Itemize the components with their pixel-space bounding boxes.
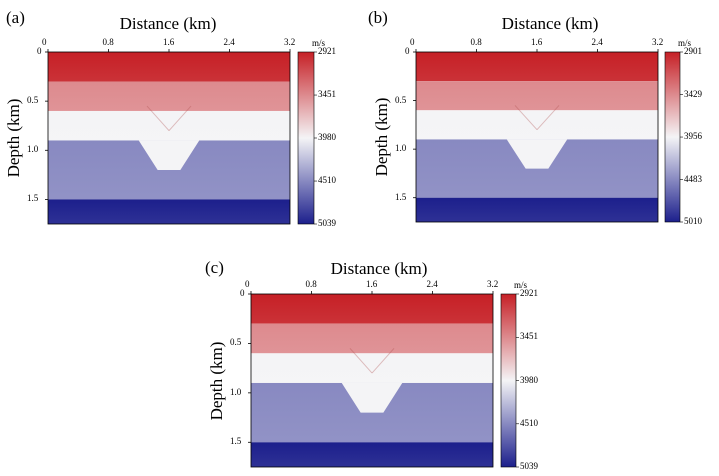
- x-tick-label: 0.8: [305, 279, 317, 289]
- x-tick-label: 2.4: [426, 279, 438, 289]
- y-tick-label: 1.0: [230, 386, 242, 397]
- x-tick-label: 0: [410, 37, 415, 47]
- y-tick-label: 0: [405, 46, 410, 56]
- colorbar-tick-label: 5039: [520, 461, 538, 471]
- colorbar-tick-label: 4483: [684, 173, 702, 184]
- colorbar-tick-label: 3980: [520, 374, 538, 385]
- velocity-layer: [251, 294, 493, 324]
- trough-anomaly: [506, 139, 568, 169]
- x-tick-label: 2.4: [591, 37, 603, 47]
- panel-label: (a): [6, 8, 25, 27]
- colorbar-tick-label: 5039: [318, 218, 336, 228]
- x-tick-label: 0: [42, 37, 47, 47]
- y-tick-label: 1.5: [230, 436, 242, 447]
- colorbar-tick-label: 2901: [684, 46, 702, 56]
- y-tick-label: 0.5: [27, 95, 39, 106]
- colorbar-tick-label: 3429: [684, 88, 702, 99]
- panel-label: (b): [368, 8, 388, 27]
- artifact-line: [146, 105, 170, 131]
- artifact-line: [349, 348, 373, 374]
- x-tick-label: 1.6: [163, 37, 175, 47]
- x-tick-label: 3.2: [487, 279, 499, 289]
- y-axis-title: Depth (km): [372, 97, 391, 177]
- velocity-layer: [416, 52, 658, 82]
- colorbar-tick-label: 3451: [520, 331, 538, 342]
- panel-label: (c): [205, 258, 224, 277]
- y-tick-label: 0: [37, 46, 42, 56]
- colorbar-unit: m/s: [678, 38, 692, 48]
- colorbar-tick-label: 4510: [520, 417, 538, 428]
- velocity-layer: [416, 110, 658, 140]
- x-tick-label: 1.6: [531, 37, 543, 47]
- y-axis-title: Depth (km): [207, 341, 226, 420]
- velocity-layer: [48, 110, 290, 141]
- artifact-line: [536, 105, 560, 131]
- colorbar-unit: m/s: [312, 38, 326, 48]
- y-tick-label: 0.5: [230, 337, 242, 348]
- artifact-line: [514, 105, 538, 131]
- y-tick-label: 0.5: [395, 94, 407, 105]
- velocity-layer: [48, 81, 290, 111]
- colorbar-tick-label: 4510: [318, 175, 336, 186]
- colorbar: [500, 293, 517, 468]
- velocity-layer: [251, 442, 493, 467]
- velocity-layer: [251, 353, 493, 383]
- velocity-layer: [251, 323, 493, 354]
- x-tick-label: 0: [245, 279, 250, 289]
- y-tick-label: 0: [240, 288, 245, 298]
- trough-anomaly: [341, 382, 403, 413]
- x-axis-title: Distance (km): [119, 14, 217, 33]
- trough-anomaly: [138, 140, 200, 170]
- y-tick-label: 1.0: [395, 143, 407, 154]
- y-tick-label: 1.5: [27, 193, 39, 204]
- x-axis-title: Distance (km): [501, 14, 599, 33]
- velocity-layer: [48, 199, 290, 224]
- x-tick-label: 3.2: [284, 37, 296, 47]
- colorbar-tick-label: 5010: [684, 216, 702, 226]
- velocity-layer: [416, 197, 658, 222]
- x-tick-label: 0.8: [470, 37, 482, 47]
- colorbar-tick-label: 2921: [318, 46, 336, 56]
- y-tick-label: 1.0: [27, 144, 39, 155]
- colorbar-unit: m/s: [514, 280, 528, 290]
- colorbar-tick-label: 3956: [684, 131, 702, 142]
- x-tick-label: 0.8: [102, 37, 114, 47]
- x-tick-label: 3.2: [652, 37, 664, 47]
- colorbar-tick-label: 3451: [318, 89, 336, 100]
- velocity-layer: [416, 81, 658, 111]
- x-tick-label: 2.4: [223, 37, 235, 47]
- artifact-line: [371, 348, 395, 374]
- velocity-layer: [48, 52, 290, 82]
- x-axis-title: Distance (km): [330, 259, 428, 278]
- y-axis-title: Depth (km): [4, 98, 23, 178]
- colorbar-tick-label: 3980: [318, 132, 336, 142]
- colorbar-tick-label: 2921: [520, 288, 538, 298]
- artifact-line: [168, 105, 192, 131]
- y-tick-label: 1.5: [395, 191, 407, 202]
- x-tick-label: 1.6: [366, 279, 378, 289]
